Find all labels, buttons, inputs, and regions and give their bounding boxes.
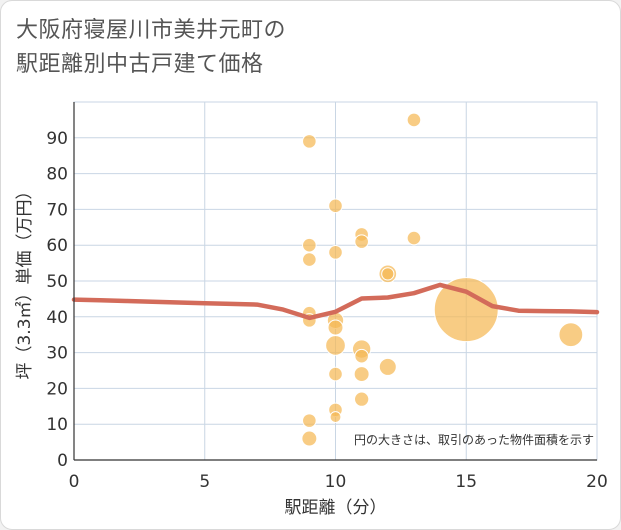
bubble-point xyxy=(328,245,343,260)
chart-axes: 0 10 20 30 40 50 60 70 80 90 0 5 10 15 20 xyxy=(46,102,608,492)
x-tick-label: 10 xyxy=(325,472,347,492)
bubble-point xyxy=(302,237,317,253)
bubble-point xyxy=(406,112,422,128)
y-tick-label: 20 xyxy=(46,379,68,399)
x-tick-label: 20 xyxy=(586,472,608,492)
y-tick-label: 90 xyxy=(46,129,68,149)
y-tick-label: 70 xyxy=(46,200,68,220)
bubble-point xyxy=(381,267,395,281)
x-tick-label: 5 xyxy=(199,472,210,492)
y-tick-label: 50 xyxy=(46,272,68,292)
bubble-point xyxy=(329,411,342,423)
bubble-point xyxy=(301,430,318,447)
bubble-point xyxy=(327,319,344,336)
chart-title: 大阪府寝屋川市美井元町の 駅距離別中古戸建て価格 xyxy=(16,14,286,82)
bubble-point xyxy=(353,366,370,383)
y-tick-label: 60 xyxy=(46,236,68,256)
y-tick-label: 0 xyxy=(57,451,68,471)
trend-layer xyxy=(71,282,600,321)
y-tick-label: 80 xyxy=(46,165,68,185)
y-tick-label: 10 xyxy=(46,415,68,435)
y-tick-label: 30 xyxy=(46,344,68,364)
bubble-point xyxy=(406,230,422,246)
bubble-point xyxy=(302,252,317,267)
bubble-point xyxy=(328,366,343,382)
bubble-point xyxy=(378,357,397,376)
x-tick-label: 0 xyxy=(69,472,80,492)
bubble-point xyxy=(328,198,343,214)
y-tick-label: 40 xyxy=(46,308,68,328)
bubble-point xyxy=(302,413,317,428)
bubble-point xyxy=(354,391,370,407)
x-axis-label: 駅距離（分） xyxy=(285,498,387,518)
chart-grid xyxy=(73,101,598,461)
bubble-size-note: 円の大きさは、取引のあった物件面積を示す xyxy=(354,432,594,447)
chart-title-line2: 駅距離別中古戸建て価格 xyxy=(16,52,264,77)
bubble-point xyxy=(325,335,346,356)
chart-title-line1: 大阪府寝屋川市美井元町の xyxy=(16,18,287,43)
bubble-point xyxy=(354,348,369,364)
bubble-point xyxy=(558,322,584,348)
average-trend-line xyxy=(71,282,600,321)
bubble-point xyxy=(433,277,499,343)
y-axis-label: 坪（3.3㎡）単価（万円） xyxy=(15,182,35,379)
bubble-layer xyxy=(301,112,584,447)
x-tick-label: 15 xyxy=(455,472,477,492)
bubble-point xyxy=(354,234,369,249)
bubble-point xyxy=(302,134,317,149)
